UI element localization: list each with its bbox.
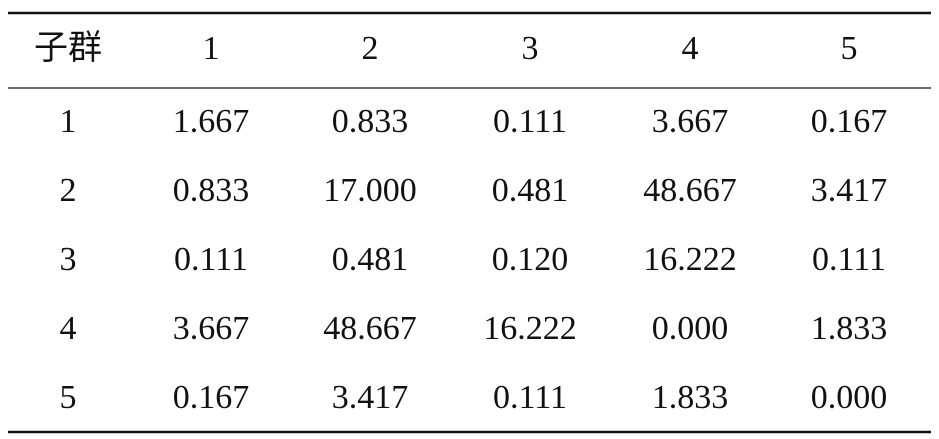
cell: 0.111 [493, 103, 567, 140]
cell: 17.000 [323, 172, 417, 209]
cell: 3.417 [332, 379, 409, 416]
cell: 1.833 [652, 379, 729, 416]
header-cell: 1 [203, 30, 220, 67]
cell: 0.120 [492, 241, 569, 278]
cell: 4 [60, 310, 77, 347]
header-cell: 4 [682, 30, 699, 67]
cell: 0.000 [652, 310, 729, 347]
cell: 5 [60, 379, 77, 416]
cell: 2 [60, 172, 77, 209]
cell: 0.833 [173, 172, 250, 209]
cell: 1.667 [173, 103, 250, 140]
cell: 3.667 [652, 103, 729, 140]
header-cell: 2 [362, 30, 379, 67]
cell: 0.000 [811, 379, 888, 416]
cell: 3 [60, 241, 77, 278]
cell: 48.667 [643, 172, 737, 209]
cell: 3.417 [811, 172, 888, 209]
cell: 3.667 [173, 310, 250, 347]
cell: 16.222 [643, 241, 737, 278]
cell: 0.481 [492, 172, 569, 209]
cell: 16.222 [483, 310, 577, 347]
cell: 0.111 [174, 241, 248, 278]
cell: 1.833 [811, 310, 888, 347]
cell: 0.167 [811, 103, 888, 140]
cell: 0.833 [332, 103, 409, 140]
header-cell: 3 [522, 30, 539, 67]
cell: 0.111 [812, 241, 886, 278]
header-cell: 子群 [34, 29, 102, 67]
cell: 0.111 [493, 379, 567, 416]
cell: 0.481 [332, 241, 409, 278]
header-cell: 5 [841, 30, 858, 67]
cell: 48.667 [323, 310, 417, 347]
cell: 1 [60, 103, 77, 140]
cell: 0.167 [173, 379, 250, 416]
